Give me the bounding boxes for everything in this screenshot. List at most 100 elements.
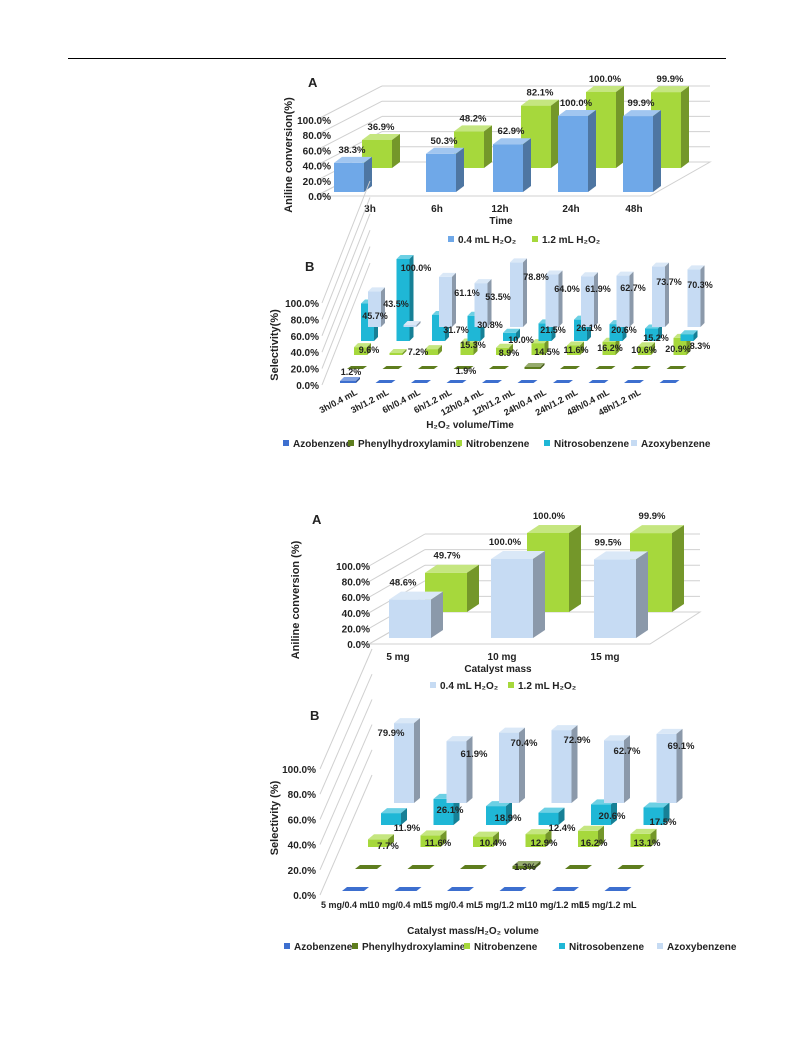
data-label: 61.9% [461, 749, 488, 760]
panel-label: B [310, 708, 319, 723]
data-label: 100.0% [589, 74, 622, 85]
flat-bar [375, 380, 396, 383]
x-tick-label: 15 mg [591, 652, 620, 663]
legend-label: Nitrosobenzene [554, 439, 629, 450]
data-label: 21.5% [540, 325, 566, 335]
y-tick-label: 80.0% [303, 131, 331, 142]
bar-0-4mL [493, 138, 531, 192]
data-label: 1.2% [341, 367, 362, 377]
flat-bar [499, 887, 527, 891]
grid-side-line [319, 749, 373, 870]
series-bar [340, 377, 360, 383]
panel-label: B [305, 259, 314, 274]
y-tick-label: 100.0% [285, 299, 319, 310]
legend-label: Azobenzene [294, 942, 353, 953]
y-axis-label: Selectivity (%) [269, 780, 281, 855]
legend-swatch [430, 682, 436, 688]
grid-side-line [319, 724, 373, 845]
data-label: 8.3% [690, 341, 711, 351]
data-label: 61.9% [585, 284, 611, 294]
data-label: 8.9% [499, 348, 520, 358]
x-axis-label: Catalyst mass/H₂O₂ volume [407, 926, 539, 937]
series-bar [439, 272, 456, 327]
data-label: 31.7% [443, 325, 469, 335]
y-tick-label: 100.0% [336, 562, 370, 573]
series-bar [473, 831, 499, 847]
legend-swatch [657, 943, 663, 949]
data-label: 48.6% [390, 578, 417, 589]
series-bar [499, 727, 525, 803]
data-label: 26.1% [437, 805, 464, 816]
grid-side-line [319, 774, 373, 896]
legend-swatch [544, 440, 550, 446]
data-label: 10.6% [631, 345, 657, 355]
data-label: 62.9% [498, 126, 525, 137]
y-tick-label: 100.0% [282, 765, 316, 776]
legend-swatch [456, 440, 462, 446]
series-bar [656, 728, 683, 803]
data-label: 12.4% [549, 823, 576, 834]
flat-bar [624, 380, 644, 383]
y-tick-label: 80.0% [342, 578, 370, 589]
legend-label: Nitrosobenzene [569, 942, 644, 953]
data-label: 18.9% [495, 813, 522, 824]
data-label: 16.2% [597, 343, 623, 353]
bar-0-4mL [623, 110, 661, 192]
y-tick-label: 60.0% [342, 593, 370, 604]
bar-0-4mL [426, 147, 464, 192]
flat-bar [418, 366, 438, 369]
flat-bar [560, 366, 580, 369]
grid-side-line [321, 197, 371, 320]
series-bar [630, 828, 657, 847]
data-label: 53.5% [485, 292, 511, 302]
grid-side-line [368, 564, 426, 598]
series-bar [381, 808, 407, 825]
flat-bar [517, 380, 538, 383]
flat-bar [342, 887, 369, 891]
y-tick-label: 80.0% [291, 315, 319, 326]
grid-side-line [321, 246, 371, 369]
data-label: 70.3% [687, 280, 713, 290]
data-label: 12.9% [531, 838, 558, 849]
data-label: 10.0% [508, 335, 534, 345]
legend-swatch [532, 236, 538, 242]
data-label: 48.2% [460, 113, 487, 124]
flat-bar [347, 366, 367, 369]
legend-label: Phenylhydroxylamine [358, 439, 462, 450]
series-bar [680, 330, 698, 341]
data-label: 49.7% [434, 551, 461, 562]
grid-side-line [315, 100, 383, 136]
flat-bar [552, 887, 579, 891]
y-tick-label: 0.0% [293, 891, 316, 902]
flat-bar [489, 366, 509, 369]
data-label: 82.1% [527, 88, 554, 99]
data-label: 7.2% [408, 347, 429, 357]
data-label: 99.9% [628, 98, 655, 109]
legend-label: Nitrobenzene [466, 439, 530, 450]
legend-swatch [559, 943, 565, 949]
flat-bar [659, 380, 680, 383]
flat-bar [447, 887, 474, 891]
data-label: 79.9% [378, 728, 405, 739]
series-bar [354, 343, 371, 355]
flat-bar [617, 865, 645, 869]
x-tick-label: 24h [562, 204, 579, 215]
series-bar [581, 272, 598, 327]
legend-label: 1.2 mL H₂O₂ [518, 681, 576, 692]
grid-side-line [319, 674, 373, 795]
data-label: 11.6% [563, 345, 588, 355]
data-label: 26.1% [576, 323, 602, 333]
y-tick-label: 60.0% [288, 815, 316, 826]
legend-label: 1.2 mL H₂O₂ [542, 235, 600, 246]
flat-bar [604, 887, 632, 891]
flat-bar [394, 887, 422, 891]
grid-side-line [315, 115, 383, 151]
y-tick-label: 0.0% [347, 640, 370, 651]
series-bar [389, 349, 407, 355]
series-bar [510, 258, 527, 327]
series-bar [396, 255, 414, 341]
flat-bar [482, 380, 502, 383]
grid-side-line [319, 648, 373, 770]
